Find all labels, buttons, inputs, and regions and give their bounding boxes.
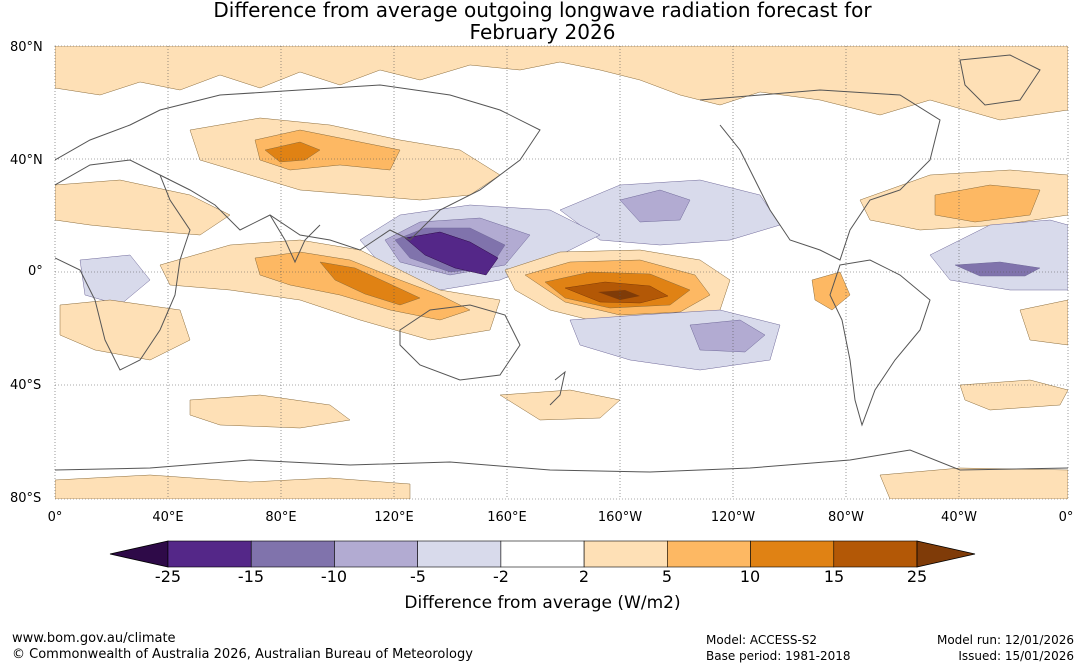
colorbar-extend-high: [916, 540, 976, 568]
lat-label-80s: 80°S: [10, 491, 42, 506]
colorbar-tick-label: 15: [823, 567, 845, 586]
footer-model-run: Model run: 12/01/2026: [936, 633, 1074, 647]
anomaly-region-africa-north: [55, 179, 231, 236]
anomaly-region-tibet-core: [264, 141, 321, 163]
anomaly-region-antarctic-east: [879, 467, 1068, 499]
lon-label-80w: 80°W: [828, 510, 864, 525]
lat-label-40n: 40°N: [10, 153, 43, 168]
colorbar-cell: [250, 540, 335, 568]
lon-label-0-right: 0°: [1058, 510, 1074, 525]
colorbar-cell: [334, 540, 418, 568]
colorbar-cell: [833, 540, 918, 568]
anomaly-region-south-of-australia: [499, 389, 621, 421]
coastline-south-america: [829, 259, 931, 427]
chart-title-line2: February 2026: [469, 20, 616, 44]
colorbar-cells: [167, 540, 918, 568]
anomaly-region-north-atlantic-core: [934, 184, 1041, 223]
anomaly-region-southeast-pacific: [959, 379, 1068, 411]
colorbar-cell: [500, 540, 585, 568]
colorbar-label: Difference from average (W/m2): [404, 593, 681, 613]
footer-issued: Issued: 15/01/2026: [958, 649, 1074, 663]
coastlines: [55, 54, 1068, 473]
anomaly-region-southern-indian: [189, 394, 351, 429]
colorbar-extend-low: [109, 540, 169, 568]
anomaly-region-africa-east: [79, 254, 151, 306]
lat-label-40s: 40°S: [10, 378, 42, 393]
footer-copyright: © Commonwealth of Australia 2026, Austra…: [12, 647, 473, 662]
anomaly-region-west-pacific-core: [404, 231, 499, 276]
anomaly-region-arctic: [55, 46, 1068, 121]
lon-label-160w: 160°W: [597, 510, 643, 525]
coastline-antarctica: [55, 449, 1068, 473]
lon-label-80e: 80°E: [265, 510, 297, 525]
lon-label-0-left: 0°: [47, 510, 63, 525]
coastline-eurasia: [55, 84, 541, 251]
lon-label-120e: 120°E: [374, 510, 414, 525]
colorbar: [109, 540, 976, 568]
colorbar-tick-label: 5: [661, 567, 673, 586]
colorbar-tick-label: -25: [154, 567, 182, 586]
coastline-australia: [399, 304, 521, 381]
lon-label-40e: 40°E: [152, 510, 184, 525]
olr-anomaly-field: [55, 46, 1068, 499]
anomaly-region-south-pacific-core: [689, 319, 766, 353]
colorbar-cell: [750, 540, 835, 568]
footer-model: Model: ACCESS-S2: [706, 633, 818, 647]
anomaly-region-southern-africa: [59, 299, 191, 361]
anomaly-region-maritime-core: [319, 261, 421, 306]
lon-label-160e: 160°E: [487, 510, 527, 525]
colorbar-cell: [583, 540, 668, 568]
coastline-greenland: [959, 54, 1041, 106]
coastline-north-america: [699, 89, 941, 261]
chart-title-line1: Difference from average outgoing longwav…: [213, 0, 872, 22]
anomaly-region-equatorial-atlantic: [929, 219, 1068, 291]
colorbar-cell: [667, 540, 751, 568]
footer-base-period: Base period: 1981-2018: [706, 649, 851, 663]
colorbar-tick-label: 10: [739, 567, 761, 586]
anomaly-region-equatorial-atlantic-core: [954, 261, 1041, 277]
footer-url: www.bom.gov.au/climate: [12, 631, 176, 646]
coastline-india: [269, 214, 321, 264]
coastline-new-zealand: [549, 370, 566, 406]
colorbar-tick-label: -10: [320, 567, 348, 586]
colorbar-tick-label: -15: [237, 567, 265, 586]
anomaly-region-south-atlantic: [1019, 299, 1068, 346]
colorbar-cell: [167, 540, 252, 568]
coastline-africa: [55, 159, 191, 371]
colorbar-tick-label: -5: [410, 567, 426, 586]
anomaly-region-antarctic-west: [55, 474, 411, 499]
colorbar-tick-label: 25: [906, 567, 928, 586]
colorbar-tick-label: -2: [493, 567, 509, 586]
lat-label-equator: 0°: [28, 264, 43, 279]
colorbar-cell: [417, 540, 502, 568]
anomaly-region-central-pacific-peak: [598, 290, 640, 300]
lon-label-120w: 120°W: [710, 510, 756, 525]
lon-label-40w: 40°W: [941, 510, 977, 525]
colorbar-tick-label: 2: [578, 567, 590, 586]
graticule: [55, 46, 1068, 499]
lat-label-80n: 80°N: [10, 40, 43, 55]
anomaly-region-north-pacific-core: [619, 189, 691, 223]
map-frame: [54, 45, 1069, 500]
